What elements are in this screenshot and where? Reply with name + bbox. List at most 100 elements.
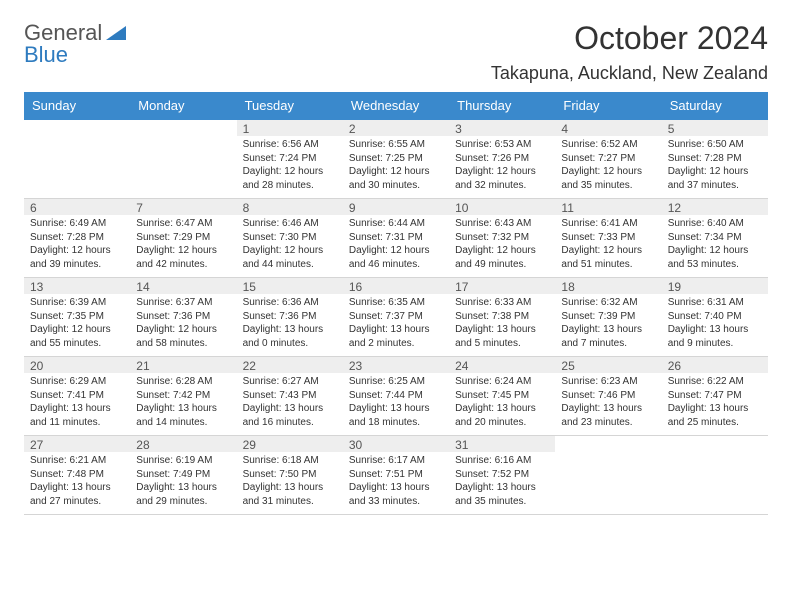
day-daylight1: Daylight: 12 hours (455, 165, 549, 179)
day-daylight2: and 46 minutes. (349, 258, 443, 272)
day-cell: 26Sunrise: 6:22 AMSunset: 7:47 PMDayligh… (662, 357, 768, 435)
day-daylight2: and 53 minutes. (668, 258, 762, 272)
day-sunset: Sunset: 7:44 PM (349, 389, 443, 403)
day-cell (24, 120, 130, 198)
day-sunrise: Sunrise: 6:35 AM (349, 296, 443, 310)
day-daylight1: Daylight: 13 hours (349, 402, 443, 416)
day-daylight2: and 27 minutes. (30, 495, 124, 509)
week-row: 13Sunrise: 6:39 AMSunset: 7:35 PMDayligh… (24, 278, 768, 357)
day-daylight1: Daylight: 13 hours (136, 402, 230, 416)
calendar: SundayMondayTuesdayWednesdayThursdayFrid… (24, 92, 768, 515)
day-sunset: Sunset: 7:51 PM (349, 468, 443, 482)
day-content: Sunrise: 6:32 AMSunset: 7:39 PMDaylight:… (555, 294, 661, 354)
day-number: 16 (343, 278, 449, 294)
day-sunset: Sunset: 7:24 PM (243, 152, 337, 166)
day-cell: 29Sunrise: 6:18 AMSunset: 7:50 PMDayligh… (237, 436, 343, 514)
day-daylight1: Daylight: 12 hours (349, 244, 443, 258)
day-sunset: Sunset: 7:47 PM (668, 389, 762, 403)
weekday-header: Wednesday (343, 92, 449, 119)
day-daylight2: and 23 minutes. (561, 416, 655, 430)
day-daylight2: and 42 minutes. (136, 258, 230, 272)
day-content: Sunrise: 6:22 AMSunset: 7:47 PMDaylight:… (662, 373, 768, 433)
day-cell: 2Sunrise: 6:55 AMSunset: 7:25 PMDaylight… (343, 120, 449, 198)
day-content: Sunrise: 6:44 AMSunset: 7:31 PMDaylight:… (343, 215, 449, 275)
day-number: 13 (24, 278, 130, 294)
day-cell: 13Sunrise: 6:39 AMSunset: 7:35 PMDayligh… (24, 278, 130, 356)
day-sunrise: Sunrise: 6:40 AM (668, 217, 762, 231)
day-content: Sunrise: 6:28 AMSunset: 7:42 PMDaylight:… (130, 373, 236, 433)
day-daylight2: and 49 minutes. (455, 258, 549, 272)
day-sunrise: Sunrise: 6:23 AM (561, 375, 655, 389)
day-cell: 18Sunrise: 6:32 AMSunset: 7:39 PMDayligh… (555, 278, 661, 356)
day-cell: 7Sunrise: 6:47 AMSunset: 7:29 PMDaylight… (130, 199, 236, 277)
day-cell: 30Sunrise: 6:17 AMSunset: 7:51 PMDayligh… (343, 436, 449, 514)
day-daylight2: and 14 minutes. (136, 416, 230, 430)
day-sunset: Sunset: 7:39 PM (561, 310, 655, 324)
weekday-header: Tuesday (237, 92, 343, 119)
day-sunset: Sunset: 7:50 PM (243, 468, 337, 482)
day-number: 20 (24, 357, 130, 373)
day-number: 29 (237, 436, 343, 452)
day-sunrise: Sunrise: 6:24 AM (455, 375, 549, 389)
day-sunset: Sunset: 7:42 PM (136, 389, 230, 403)
day-cell: 24Sunrise: 6:24 AMSunset: 7:45 PMDayligh… (449, 357, 555, 435)
day-daylight1: Daylight: 13 hours (455, 481, 549, 495)
day-daylight1: Daylight: 12 hours (349, 165, 443, 179)
day-number: 18 (555, 278, 661, 294)
day-sunset: Sunset: 7:30 PM (243, 231, 337, 245)
day-daylight2: and 55 minutes. (30, 337, 124, 351)
day-sunset: Sunset: 7:25 PM (349, 152, 443, 166)
weekday-header: Friday (555, 92, 661, 119)
day-daylight1: Daylight: 13 hours (561, 402, 655, 416)
day-sunrise: Sunrise: 6:47 AM (136, 217, 230, 231)
day-daylight1: Daylight: 12 hours (668, 244, 762, 258)
day-daylight2: and 32 minutes. (455, 179, 549, 193)
day-cell: 16Sunrise: 6:35 AMSunset: 7:37 PMDayligh… (343, 278, 449, 356)
day-number: 14 (130, 278, 236, 294)
day-daylight1: Daylight: 13 hours (561, 323, 655, 337)
day-sunrise: Sunrise: 6:41 AM (561, 217, 655, 231)
day-daylight2: and 44 minutes. (243, 258, 337, 272)
day-daylight2: and 2 minutes. (349, 337, 443, 351)
day-number: 4 (555, 120, 661, 136)
day-number: 6 (24, 199, 130, 215)
day-content: Sunrise: 6:17 AMSunset: 7:51 PMDaylight:… (343, 452, 449, 512)
day-content: Sunrise: 6:53 AMSunset: 7:26 PMDaylight:… (449, 136, 555, 196)
day-number: 27 (24, 436, 130, 452)
day-daylight1: Daylight: 12 hours (668, 165, 762, 179)
day-sunrise: Sunrise: 6:56 AM (243, 138, 337, 152)
day-cell: 20Sunrise: 6:29 AMSunset: 7:41 PMDayligh… (24, 357, 130, 435)
day-daylight2: and 31 minutes. (243, 495, 337, 509)
day-daylight1: Daylight: 13 hours (243, 402, 337, 416)
day-number (24, 120, 130, 136)
day-sunset: Sunset: 7:33 PM (561, 231, 655, 245)
day-sunset: Sunset: 7:32 PM (455, 231, 549, 245)
week-row: 6Sunrise: 6:49 AMSunset: 7:28 PMDaylight… (24, 199, 768, 278)
day-daylight2: and 7 minutes. (561, 337, 655, 351)
day-daylight1: Daylight: 13 hours (455, 323, 549, 337)
day-content: Sunrise: 6:50 AMSunset: 7:28 PMDaylight:… (662, 136, 768, 196)
day-number: 11 (555, 199, 661, 215)
logo-text-blue: Blue (24, 42, 68, 68)
day-cell: 23Sunrise: 6:25 AMSunset: 7:44 PMDayligh… (343, 357, 449, 435)
day-sunrise: Sunrise: 6:55 AM (349, 138, 443, 152)
day-cell: 22Sunrise: 6:27 AMSunset: 7:43 PMDayligh… (237, 357, 343, 435)
day-sunrise: Sunrise: 6:33 AM (455, 296, 549, 310)
day-number: 25 (555, 357, 661, 373)
day-daylight2: and 37 minutes. (668, 179, 762, 193)
location: Takapuna, Auckland, New Zealand (491, 63, 768, 84)
day-cell (662, 436, 768, 514)
weekday-header: Thursday (449, 92, 555, 119)
day-number: 12 (662, 199, 768, 215)
day-sunset: Sunset: 7:28 PM (30, 231, 124, 245)
day-sunrise: Sunrise: 6:52 AM (561, 138, 655, 152)
day-daylight1: Daylight: 13 hours (349, 323, 443, 337)
day-number: 31 (449, 436, 555, 452)
day-sunset: Sunset: 7:36 PM (243, 310, 337, 324)
day-number: 3 (449, 120, 555, 136)
day-cell: 15Sunrise: 6:36 AMSunset: 7:36 PMDayligh… (237, 278, 343, 356)
day-daylight2: and 58 minutes. (136, 337, 230, 351)
day-number: 15 (237, 278, 343, 294)
day-sunrise: Sunrise: 6:28 AM (136, 375, 230, 389)
day-sunset: Sunset: 7:40 PM (668, 310, 762, 324)
